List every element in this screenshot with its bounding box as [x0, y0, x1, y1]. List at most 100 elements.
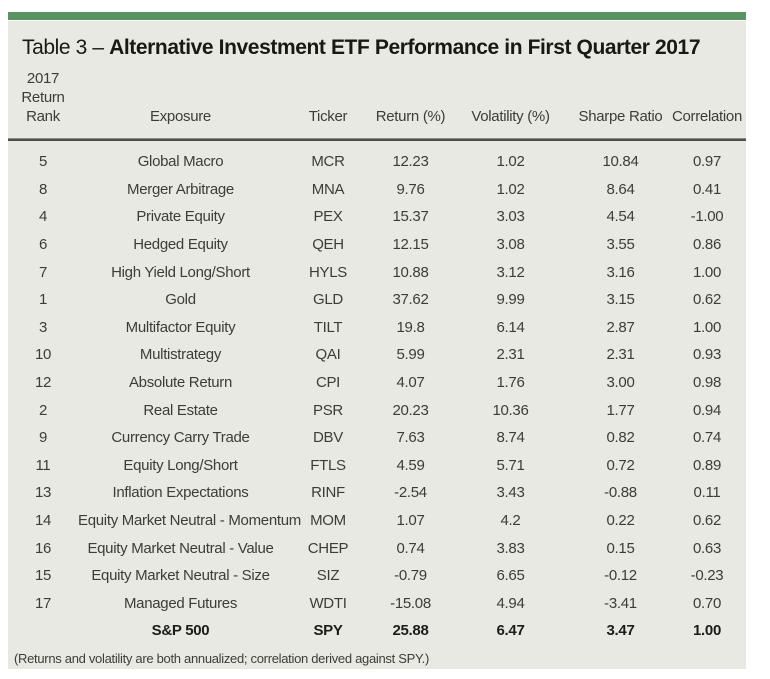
cell-rank: 10 [34, 346, 52, 364]
cell-volatility: 3.83 [496, 539, 525, 557]
cell-rank [8, 617, 78, 645]
cell-exposure: Equity Long/Short [123, 456, 238, 474]
cell-volatility: 9.99 [496, 291, 525, 309]
cell-exposure: Absolute Return [128, 374, 233, 392]
cell-return: 25.88 [392, 622, 429, 640]
cell-rank: 15 [34, 567, 52, 585]
cell-exposure: Inflation Expectations [112, 484, 249, 502]
cell-sharpe: 4.54 [606, 208, 635, 226]
cell-return: 12.15 [392, 236, 429, 254]
table-row: 16 Equity Market Neutral - Value CHEP 0.… [8, 534, 746, 562]
cell-rank: 4 [38, 208, 48, 226]
cell-exposure: Equity Market Neutral - Value [87, 539, 274, 557]
col-header-return: Return (%) [375, 108, 446, 125]
cell-correlation: 1.00 [693, 318, 721, 336]
cell-return: 0.74 [396, 539, 425, 557]
cell-rank: 17 [34, 594, 52, 612]
table-row: 2 Real Estate PSR 20.23 10.36 1.77 0.94 [8, 396, 746, 424]
cell-correlation: 0.74 [693, 429, 721, 447]
cell-volatility: 6.14 [496, 318, 525, 336]
col-header-exposure: Exposure [150, 108, 211, 125]
cell-ticker: MOM [310, 512, 346, 530]
cell-volatility: 3.12 [496, 263, 525, 281]
cell-return: -2.54 [394, 484, 427, 502]
table-row: 9 Currency Carry Trade DBV 7.63 8.74 0.8… [8, 424, 746, 452]
cell-correlation: 0.86 [693, 236, 721, 254]
cell-ticker: RINF [311, 484, 345, 502]
table-row: 15 Equity Market Neutral - Size SIZ -0.7… [8, 562, 746, 590]
cell-correlation: 0.62 [693, 512, 721, 530]
cell-ticker: FTLS [310, 456, 346, 474]
cell-sharpe: 3.00 [606, 374, 635, 392]
cell-exposure: Hedged Equity [133, 236, 228, 254]
cell-correlation: 1.00 [693, 622, 721, 640]
cell-sharpe: 2.87 [606, 318, 635, 336]
cell-exposure: Multistrategy [139, 346, 222, 364]
cell-ticker: GLD [313, 291, 343, 309]
cell-ticker: MCR [311, 153, 345, 171]
cell-correlation: 0.11 [693, 484, 721, 502]
cell-ticker: MNA [311, 180, 345, 198]
col-header-rank-line1: 2017 [26, 70, 60, 87]
cell-sharpe: 0.82 [606, 429, 635, 447]
cell-sharpe: -0.88 [604, 484, 637, 502]
col-header-rank-line2: Return [21, 89, 65, 106]
cell-correlation: 0.98 [693, 374, 721, 392]
col-header-volatility: Volatility (%) [471, 108, 550, 125]
cell-return: 1.07 [396, 512, 425, 530]
cell-rank: 5 [38, 153, 48, 171]
col-header-rank: 2017 Return Rank [8, 69, 78, 138]
cell-return: -15.08 [390, 594, 431, 612]
table-row: 12 Absolute Return CPI 4.07 1.76 3.00 0.… [8, 369, 746, 397]
cell-sharpe: 3.16 [606, 263, 635, 281]
cell-sharpe: -3.41 [604, 594, 637, 612]
cell-sharpe: 2.31 [606, 346, 635, 364]
table-row: 3 Multifactor Equity TILT 19.8 6.14 2.87… [8, 314, 746, 342]
table-row: 6 Hedged Equity QEH 12.15 3.08 3.55 0.86 [8, 231, 746, 259]
cell-correlation: 0.70 [693, 594, 721, 612]
cell-return: 4.07 [396, 374, 425, 392]
cell-exposure: Global Macro [137, 153, 224, 171]
cell-sharpe: 0.22 [606, 512, 635, 530]
cell-volatility: 1.02 [496, 180, 525, 198]
cell-rank: 7 [38, 263, 48, 281]
table-row: 5 Global Macro MCR 12.23 1.02 10.84 0.97 [8, 148, 746, 176]
cell-return: 19.8 [396, 318, 425, 336]
cell-exposure: Currency Carry Trade [111, 429, 250, 447]
etf-table-header: 2017 Return Rank Exposure Ticker Return … [8, 69, 746, 138]
cell-sharpe: 1.77 [606, 401, 635, 419]
cell-return: 37.62 [392, 291, 429, 309]
etf-table-body: 5 Global Macro MCR 12.23 1.02 10.84 0.97… [8, 148, 746, 645]
table-row: 10 Multistrategy QAI 5.99 2.31 2.31 0.93 [8, 341, 746, 369]
cell-sharpe: 0.72 [606, 456, 635, 474]
cell-correlation: 1.00 [693, 263, 721, 281]
cell-correlation: 0.93 [693, 346, 721, 364]
cell-rank: 8 [38, 180, 48, 198]
cell-rank: 3 [38, 318, 48, 336]
cell-exposure: Private Equity [136, 208, 225, 226]
cell-volatility: 1.76 [496, 374, 525, 392]
col-header-sharpe: Sharpe Ratio [578, 108, 663, 125]
cell-return: 4.59 [396, 456, 425, 474]
table-row: 8 Merger Arbitrage MNA 9.76 1.02 8.64 0.… [8, 176, 746, 204]
cell-return: 9.76 [396, 180, 425, 198]
cell-return: 15.37 [392, 208, 429, 226]
cell-correlation: -1.00 [690, 208, 724, 226]
table-row: 1 Gold GLD 37.62 9.99 3.15 0.62 [8, 286, 746, 314]
cell-correlation: 0.97 [693, 153, 721, 171]
cell-ticker: QAI [315, 346, 341, 364]
cell-exposure: High Yield Long/Short [111, 263, 250, 281]
top-accent-bar [8, 12, 746, 20]
cell-ticker: SIZ [316, 567, 340, 585]
cell-volatility: 4.2 [500, 512, 521, 530]
col-header-ticker: Ticker [308, 108, 348, 125]
cell-sharpe: 8.64 [606, 180, 635, 198]
cell-return: 7.63 [396, 429, 425, 447]
cell-volatility: 3.43 [496, 484, 525, 502]
cell-volatility: 10.36 [492, 401, 529, 419]
cell-correlation: 0.41 [693, 180, 721, 198]
cell-sharpe: 3.55 [606, 236, 635, 254]
cell-correlation: 0.63 [693, 539, 721, 557]
cell-ticker: PEX [313, 208, 343, 226]
